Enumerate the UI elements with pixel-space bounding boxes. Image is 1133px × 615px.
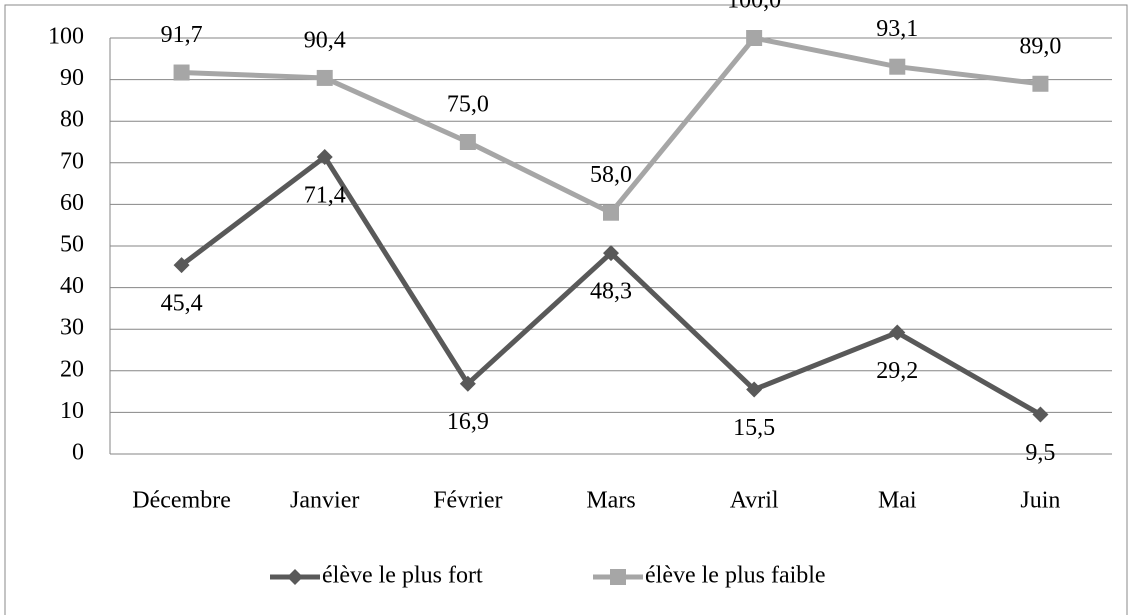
point bbox=[316, 148, 333, 165]
legend-marker bbox=[287, 569, 303, 585]
x-tick-label: Mars bbox=[586, 488, 635, 514]
y-tick-label: 100 bbox=[48, 24, 84, 50]
data-label: 48,3 bbox=[590, 279, 632, 305]
point bbox=[889, 324, 906, 341]
x-tick-label: Juin bbox=[1020, 488, 1060, 514]
y-tick-label: 90 bbox=[60, 65, 84, 91]
point bbox=[746, 30, 763, 46]
legend-marker bbox=[610, 569, 626, 585]
y-tick-label: 70 bbox=[60, 148, 84, 174]
data-label: 93,1 bbox=[876, 16, 918, 42]
point bbox=[459, 375, 476, 392]
y-tick-label: 20 bbox=[60, 356, 84, 382]
x-tick-label: Janvier bbox=[290, 488, 359, 514]
point bbox=[603, 245, 619, 262]
y-tick-label: 50 bbox=[60, 232, 84, 258]
x-tick-label: Décembre bbox=[132, 488, 231, 514]
x-tick-label: Février bbox=[433, 488, 502, 514]
data-label: 58,0 bbox=[590, 162, 632, 188]
point bbox=[603, 204, 619, 221]
y-tick-label: 30 bbox=[60, 315, 84, 341]
data-label: 71,4 bbox=[304, 182, 346, 208]
point bbox=[889, 58, 906, 75]
y-tick-label: 40 bbox=[60, 273, 84, 299]
data-label: 90,4 bbox=[304, 27, 346, 53]
point bbox=[1032, 75, 1049, 92]
y-tick-label: 60 bbox=[60, 190, 84, 216]
data-label: 91,7 bbox=[161, 22, 203, 48]
legend-label: élève le plus faible bbox=[645, 563, 826, 589]
x-tick-label: Mai bbox=[878, 488, 917, 514]
data-label: 29,2 bbox=[876, 358, 918, 384]
data-label: 89,0 bbox=[1019, 33, 1061, 59]
point bbox=[1032, 406, 1049, 423]
point bbox=[173, 64, 190, 81]
point bbox=[459, 134, 476, 150]
y-tick-label: 10 bbox=[60, 398, 84, 424]
chart-border bbox=[4, 4, 1128, 615]
data-label: 45,4 bbox=[161, 291, 203, 317]
data-label: 15,5 bbox=[733, 415, 775, 441]
legend-label: élève le plus fort bbox=[322, 563, 483, 589]
y-tick-label: 0 bbox=[72, 440, 84, 466]
data-label: 100,0 bbox=[727, 0, 781, 14]
point bbox=[316, 69, 333, 86]
data-label: 16,9 bbox=[447, 409, 489, 435]
point bbox=[746, 381, 763, 398]
x-tick-label: Avril bbox=[730, 488, 779, 514]
data-label: 75,0 bbox=[447, 92, 489, 118]
point bbox=[173, 257, 190, 274]
data-label: 9,5 bbox=[1025, 440, 1055, 466]
y-tick-label: 80 bbox=[60, 107, 84, 133]
